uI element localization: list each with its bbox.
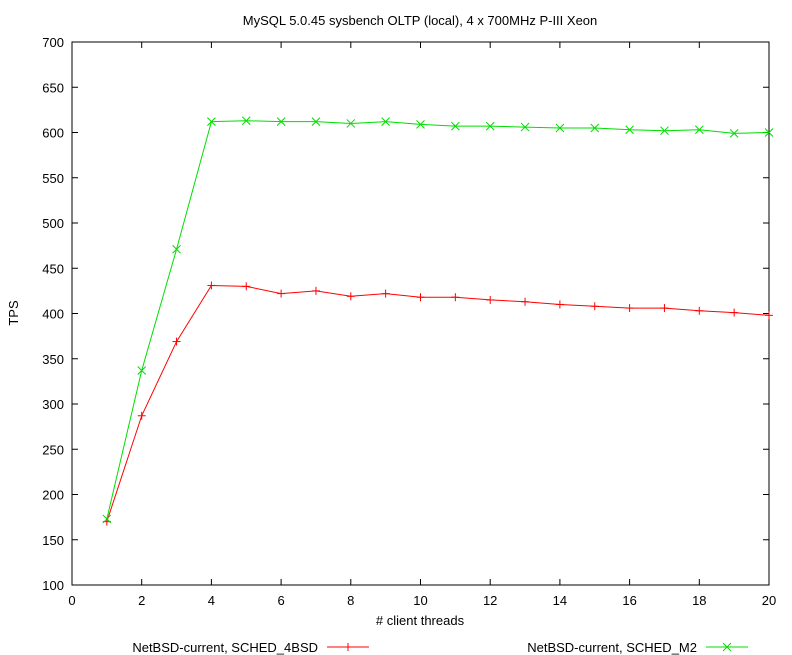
legend-entry-sched-4bsd: NetBSD-current, SCHED_4BSD — [132, 640, 369, 655]
data-point-sched-4bsd — [660, 304, 669, 313]
data-point-sched-m2 — [764, 128, 774, 137]
x-tick-label: 18 — [692, 593, 706, 608]
data-point-sched-4bsd — [486, 295, 495, 304]
x-tick-label: 2 — [138, 593, 145, 608]
data-point-sched-4bsd — [625, 304, 634, 313]
legend-entry-sched-m2: NetBSD-current, SCHED_M2 — [527, 640, 748, 655]
data-point-sched-m2 — [102, 514, 112, 524]
y-tick-label: 150 — [42, 533, 64, 548]
x-tick-label: 8 — [347, 593, 354, 608]
data-point-sched-4bsd — [451, 293, 460, 302]
data-point-sched-m2 — [416, 120, 425, 129]
data-point-sched-m2 — [555, 123, 565, 133]
y-tick-label: 450 — [42, 261, 64, 276]
x-tick-label: 20 — [762, 593, 776, 608]
data-point-sched-m2 — [137, 366, 147, 375]
x-tick-label: 12 — [483, 593, 497, 608]
data-point-sched-m2 — [450, 121, 460, 131]
x-tick-label: 6 — [277, 593, 284, 608]
data-point-sched-4bsd — [381, 289, 390, 298]
legend-marker-glyph-sched-m2 — [722, 642, 732, 652]
data-point-sched-m2 — [276, 117, 286, 126]
x-axis-label: # client threads — [376, 613, 465, 628]
data-point-sched-m2 — [625, 125, 634, 135]
data-point-sched-4bsd — [521, 297, 530, 306]
data-point-sched-m2 — [381, 117, 391, 126]
y-tick-label: 600 — [42, 126, 64, 141]
data-point-sched-4bsd — [137, 411, 146, 420]
data-point-sched-4bsd — [730, 308, 739, 317]
data-point-sched-m2 — [694, 125, 704, 135]
data-point-sched-4bsd — [555, 300, 564, 309]
series-layer — [102, 116, 774, 526]
x-tick-label: 10 — [413, 593, 427, 608]
y-tick-label: 550 — [42, 171, 64, 186]
data-point-sched-m2 — [207, 117, 216, 126]
y-tick-label: 350 — [42, 352, 64, 367]
legend-marker-sched-m2 — [722, 642, 732, 652]
series-line-sched-4bsd — [106, 284, 770, 522]
data-point-sched-m2 — [660, 126, 669, 136]
data-point-sched-4bsd — [311, 286, 320, 295]
y-tick-label: 250 — [42, 442, 64, 457]
x-tick-label: 16 — [622, 593, 636, 608]
x-axis: 0 2 4 6 8 10 12 14 16 18 20 — [68, 42, 776, 608]
series-line-sched-m2 — [106, 120, 770, 520]
legend-label-sched-4bsd: NetBSD-current, SCHED_4BSD — [132, 640, 318, 655]
data-point-sched-m2 — [346, 119, 356, 128]
legend-marker-glyph-sched-4bsd — [344, 643, 352, 651]
data-point-sched-m2 — [729, 129, 739, 138]
data-point-sched-m2 — [590, 123, 600, 133]
data-point-sched-m2 — [485, 121, 495, 131]
data-point-sched-4bsd — [695, 306, 704, 315]
data-point-sched-m2 — [241, 116, 251, 126]
data-point-sched-4bsd — [172, 337, 181, 346]
y-axis: 100 150 200 250 300 350 400 450 500 550 600 650 700 — [42, 35, 769, 593]
y-tick-label: 500 — [42, 216, 64, 231]
legend-label-sched-m2: NetBSD-current, SCHED_M2 — [527, 640, 697, 655]
legend: NetBSD-current, SCHED_4BSD NetBSD-curren… — [132, 640, 748, 655]
data-point-sched-m2 — [172, 244, 181, 254]
data-point-sched-m2 — [520, 122, 530, 132]
y-axis-label: TPS — [6, 300, 21, 326]
x-tick-label: 14 — [553, 593, 567, 608]
y-tick-label: 300 — [42, 397, 64, 412]
data-point-sched-4bsd — [207, 281, 216, 290]
y-tick-label: 200 — [42, 488, 64, 503]
data-point-sched-4bsd — [765, 311, 773, 320]
data-point-sched-4bsd — [590, 302, 599, 311]
data-point-sched-m2 — [311, 117, 321, 126]
y-tick-label: 650 — [42, 80, 64, 95]
series-sched-m2 — [102, 116, 774, 524]
series-sched-4bsd — [102, 281, 773, 526]
legend-marker-sched-4bsd — [344, 643, 352, 651]
data-point-sched-4bsd — [277, 289, 286, 298]
y-tick-label: 700 — [42, 35, 64, 50]
data-point-sched-4bsd — [242, 282, 251, 291]
y-tick-label: 400 — [42, 307, 64, 322]
y-tick-label: 100 — [42, 578, 64, 593]
data-point-sched-4bsd — [416, 293, 425, 302]
x-tick-label: 0 — [68, 593, 75, 608]
plot-area-frame — [71, 41, 770, 586]
data-point-sched-4bsd — [346, 292, 355, 301]
chart-title: MySQL 5.0.45 sysbench OLTP (local), 4 x … — [243, 13, 598, 28]
x-tick-label: 4 — [208, 593, 215, 608]
